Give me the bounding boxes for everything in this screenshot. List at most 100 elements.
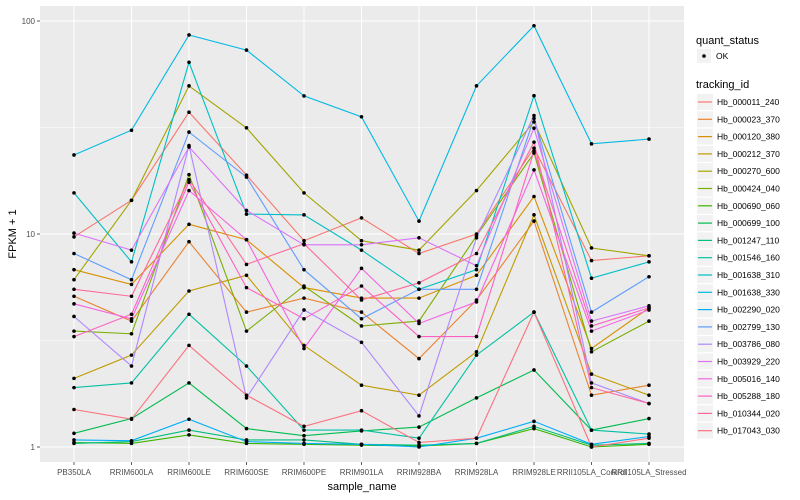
data-point — [244, 212, 249, 216]
data-point — [72, 251, 76, 256]
legend-label: Hb_000212_370 — [717, 149, 780, 159]
y-axis: 1 10 100 — [22, 17, 40, 452]
data-point — [359, 216, 364, 220]
data-point — [129, 438, 134, 443]
data-point — [359, 428, 364, 432]
data-point — [647, 254, 651, 258]
data-point — [589, 385, 594, 390]
data-point — [589, 246, 594, 250]
x-tick-label: RRIM928LE — [512, 468, 556, 477]
data-point — [474, 436, 479, 440]
data-point — [589, 346, 594, 351]
data-point — [474, 334, 479, 339]
data-point — [244, 273, 249, 278]
data-point — [532, 140, 536, 144]
series-points — [72, 23, 651, 449]
data-point — [417, 334, 421, 339]
data-point — [244, 396, 249, 400]
shape-legend-point-icon — [702, 54, 706, 58]
data-point — [187, 428, 191, 432]
legend-label: Hb_002799_130 — [717, 322, 780, 332]
data-point — [244, 237, 249, 242]
data-point — [129, 381, 134, 385]
color-legend-entries: Hb_000011_240 Hb_000023_370 Hb_000120_380 H… — [697, 94, 780, 439]
data-point — [302, 191, 306, 195]
data-point — [359, 324, 364, 328]
data-point — [589, 445, 594, 449]
data-point — [72, 431, 76, 436]
data-point — [187, 239, 191, 244]
data-point — [474, 235, 479, 240]
x-tick-label: PB350LA — [57, 468, 91, 477]
data-point — [302, 284, 306, 288]
data-point — [647, 436, 651, 440]
data-point — [244, 262, 249, 267]
data-point — [72, 235, 76, 239]
data-point — [187, 289, 191, 293]
data-point — [72, 376, 76, 381]
data-point — [129, 364, 134, 368]
data-point — [187, 417, 191, 422]
data-point — [129, 248, 134, 252]
legend-label: Hb_001638_330 — [717, 287, 780, 297]
legend-label: Hb_000023_370 — [717, 114, 780, 124]
data-point — [359, 238, 364, 243]
data-point — [72, 287, 76, 292]
data-point — [244, 310, 249, 314]
data-point — [244, 393, 249, 398]
data-point — [417, 393, 421, 398]
data-point — [302, 438, 306, 442]
x-axis-title: sample_name — [327, 481, 396, 493]
data-point — [532, 310, 536, 314]
data-point — [72, 191, 76, 195]
data-point — [647, 393, 651, 398]
data-point — [417, 251, 421, 256]
data-point — [417, 248, 421, 252]
x-tick-label: RRIM600LE — [167, 468, 211, 477]
data-point — [417, 356, 421, 361]
data-point — [417, 287, 421, 292]
data-point — [129, 128, 134, 133]
data-point — [474, 300, 479, 304]
data-point — [187, 177, 191, 182]
data-point — [647, 137, 651, 141]
x-tick-label: RRIM600LA — [110, 468, 154, 477]
data-point — [72, 441, 76, 446]
data-point — [359, 284, 364, 288]
data-point — [302, 267, 306, 272]
data-point — [532, 126, 536, 130]
legend-label: Hb_010344_020 — [717, 408, 780, 418]
data-point — [129, 260, 134, 264]
data-point — [72, 231, 76, 235]
legend-label: Hb_000270_600 — [717, 166, 780, 176]
data-point — [532, 120, 536, 124]
data-point — [474, 273, 479, 278]
data-point — [417, 296, 421, 300]
data-point — [244, 426, 249, 431]
color-legend-title: tracking_id — [696, 79, 749, 91]
data-point — [187, 84, 191, 88]
data-point — [187, 130, 191, 134]
data-point — [417, 321, 421, 326]
data-point — [647, 416, 651, 421]
x-tick-label: RRIM600SE — [224, 468, 268, 477]
legend-label: Hb_001247_110 — [717, 235, 780, 245]
data-point — [532, 168, 536, 172]
data-point — [187, 60, 191, 65]
data-point — [129, 331, 134, 336]
data-point — [417, 440, 421, 445]
data-point — [244, 48, 249, 52]
data-point — [244, 329, 249, 333]
data-point — [417, 414, 421, 418]
data-point — [474, 188, 479, 193]
data-point — [647, 319, 651, 323]
data-point — [359, 266, 364, 271]
data-point — [647, 383, 651, 388]
data-point — [187, 33, 191, 37]
data-point — [72, 294, 76, 299]
legend-label: Hb_005016_140 — [717, 374, 780, 384]
data-point — [589, 276, 594, 281]
data-point — [417, 445, 421, 449]
shape-legend-label: OK — [716, 51, 729, 61]
data-point — [589, 393, 594, 398]
